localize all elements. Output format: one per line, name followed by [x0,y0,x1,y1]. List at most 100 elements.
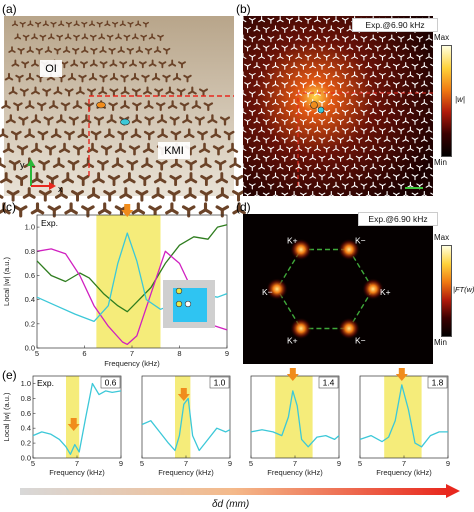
tripod-arm [286,146,291,150]
kmi-label-bg [158,142,190,159]
x-axis-label: Frequency (kHz) [158,468,214,477]
y-axis-label: y [20,160,25,170]
tripod-arm [276,166,281,170]
resonance-arrow-shaft [180,388,187,394]
tripod-arm [346,120,351,124]
tripod-arm [290,28,295,32]
tripod-arm [272,157,277,161]
tripod-arm [253,28,258,32]
tripod-arm [351,56,356,60]
chart-e2: 5 7 9 [140,375,232,468]
tripod-arm [425,166,430,170]
panel-d-label: (d) [236,200,251,214]
highlight-band [66,376,80,458]
kmi-label: KMI [164,145,184,157]
tripod-arm [337,155,342,159]
tripod-arm [346,139,351,142]
tripod-arm [425,185,430,188]
tripod-arm [0,177,8,184]
tripod-arm [327,102,332,105]
tripod-arm [6,190,15,196]
photo-background [4,16,234,196]
tripod-arm [420,120,425,124]
tripod-arm [58,23,62,27]
tripod-arm [64,88,71,93]
tripod-arm [258,56,263,60]
x-tick-label: 7 [184,459,188,468]
tripod-arm [309,194,314,197]
tripod-arm [332,129,337,133]
tripod-arm [341,165,346,168]
delta-d-value: 1.0 [214,378,226,388]
tripod-arm [138,174,147,181]
tripod-arm [0,208,6,214]
tripod-arm [248,183,253,187]
tripod-arm [200,174,208,181]
tripod-arm [262,155,267,159]
tripod-arm [425,74,430,78]
tripod-arm [402,139,407,142]
tripod-arm [346,83,351,87]
tripod-arm [35,47,41,52]
tripod-arm [383,194,388,197]
tripod-arm [388,166,393,170]
y-tick-label: 1.0 [21,379,31,388]
tripod-arm [19,88,26,93]
tripod-arm [402,47,407,50]
tripod-arm [383,175,388,179]
tripod-arm [11,23,16,27]
tripod-arm [365,194,370,197]
tripod-arm [262,192,267,196]
tripod-arm [318,119,323,122]
tripod-arm [383,47,388,50]
tripod-arm [272,120,277,124]
tripod-arm [248,91,253,95]
tripod-arm [248,54,253,58]
tripod-arm [397,183,402,187]
resonance-arrow-shaft [124,204,131,210]
tripod-arm [392,63,397,67]
tripod-arm [72,47,77,52]
tripod-arm [299,137,304,141]
tripod-arm [379,165,384,168]
tripod-arm [323,146,328,150]
tripod-arm [388,129,393,133]
fourier-map-title: Exp.@6.90 kHz [358,212,438,226]
tripod-arm [131,208,140,215]
exp-tag: Exp. [41,218,58,228]
tripod-arm [420,175,425,179]
y-tick-label: 0.0 [25,344,35,353]
tripod-arm [47,36,53,40]
tripod-arm [165,90,171,95]
tripod-arm [281,82,286,85]
tripod-arm [163,47,168,52]
tripod-arm [56,34,61,38]
tripod-arm [15,174,24,181]
tripod-arm [346,157,351,161]
tripod-arm [153,49,159,53]
tripod-arm [318,137,323,141]
tripod-arm [425,111,430,115]
x-axis-label: Frequency (kHz) [49,468,105,477]
tripod-arm [379,36,384,39]
tripod-arm [111,162,119,168]
tripod-arm [244,27,249,30]
tripod-arm [332,93,337,96]
tripod-arm [81,118,88,124]
tripod-arm [276,93,281,96]
tripod-arm [425,93,430,96]
tripod-arm [392,137,397,141]
tripod-arm [104,23,109,27]
tripod-arm [30,118,38,124]
tripod-arm [304,72,309,76]
tripod-arm [406,166,411,170]
tripod-arm [365,139,370,142]
tripod-arm [154,177,162,184]
tripod-arm [346,175,351,179]
tripod-arm [148,36,153,40]
tripod-arm [323,183,328,187]
tripod-arm [341,54,346,58]
tripod-arm [70,62,76,67]
tripod-arm [88,76,94,81]
tripod-arm [258,111,263,115]
